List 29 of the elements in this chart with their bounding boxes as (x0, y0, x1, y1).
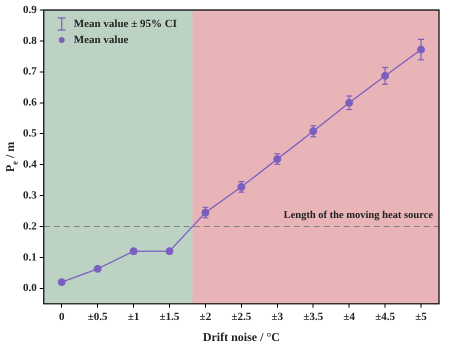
y-tick-label: 0.6 (23, 96, 38, 109)
x-tick-label: ±2 (200, 311, 212, 324)
y-tick-label: 0.5 (23, 128, 38, 140)
y-tick-label: 0.8 (23, 34, 38, 47)
x-tick-label: ±1.5 (160, 311, 180, 324)
x-tick-label: ±3.5 (303, 311, 324, 324)
y-tick-label: 0.9 (23, 4, 38, 16)
x-axis-title: Drift noise / °C (202, 330, 280, 344)
legend-label: Mean value (74, 34, 129, 46)
y-tick-label: 0.7 (23, 66, 38, 78)
x-tick-label: ±4 (343, 311, 356, 324)
x-tick-label: ±0.5 (88, 311, 108, 324)
x-tick-label: ±2.5 (231, 311, 252, 324)
y-tick-label: 0.3 (23, 189, 38, 202)
y-tick-label: 0.2 (23, 220, 38, 232)
annotation: Mean value ± 95% CI (74, 18, 177, 30)
x-tick-label: ±5 (415, 311, 428, 324)
x-tick-label: ±4.5 (375, 311, 396, 324)
y-tick-label: 0.0 (23, 282, 38, 294)
point (94, 264, 102, 273)
y-tick-label: 0.4 (23, 158, 38, 170)
y-tick-label: 0.1 (23, 251, 37, 264)
ref-line-label: Length of the moving heat source (284, 210, 434, 221)
point (166, 247, 174, 256)
point (58, 278, 66, 286)
x-tick-label: ±1 (128, 311, 140, 324)
y-axis-title: Pe / m (3, 142, 20, 172)
x-tick-label: 0 (58, 311, 65, 324)
x-tick-label: ±3 (272, 311, 284, 324)
